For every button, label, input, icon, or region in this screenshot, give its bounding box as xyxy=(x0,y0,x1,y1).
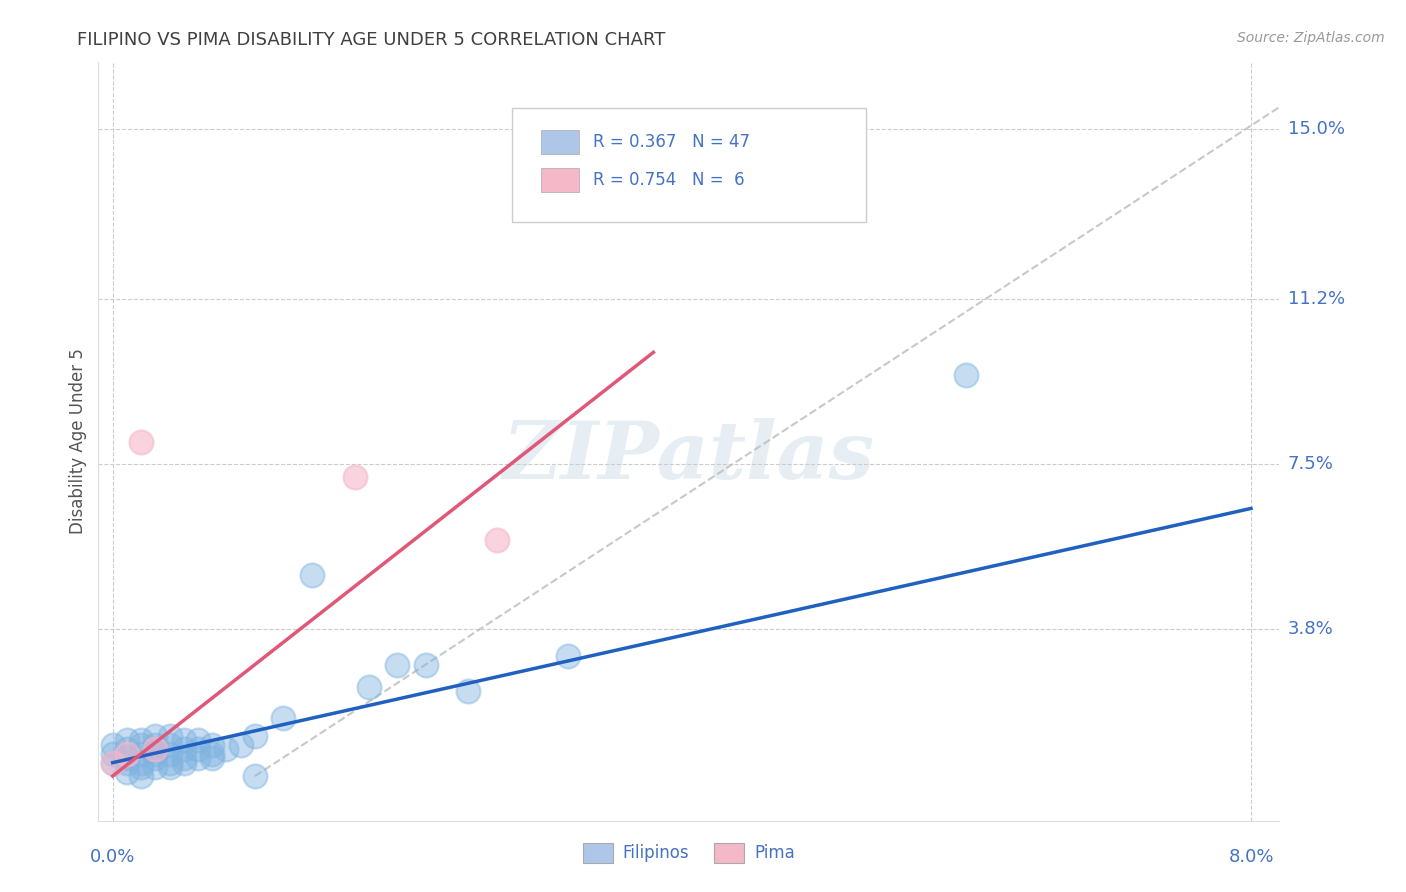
Point xyxy=(243,769,266,783)
Point xyxy=(143,742,166,756)
Point xyxy=(101,747,124,761)
Text: 7.5%: 7.5% xyxy=(1288,455,1334,473)
Point xyxy=(129,434,152,449)
Text: R = 0.367   N = 47: R = 0.367 N = 47 xyxy=(593,133,751,151)
Point xyxy=(387,657,409,672)
Text: 15.0%: 15.0% xyxy=(1288,120,1344,138)
Point xyxy=(129,760,152,774)
Point xyxy=(143,751,166,765)
Point xyxy=(115,756,138,770)
Point xyxy=(143,729,166,743)
Point xyxy=(357,680,380,694)
Point xyxy=(129,769,152,783)
Point xyxy=(343,470,366,484)
Legend: Filipinos, Pima: Filipinos, Pima xyxy=(576,837,801,869)
Point xyxy=(173,751,195,765)
Point xyxy=(143,747,166,761)
Point xyxy=(101,756,124,770)
Point xyxy=(159,760,181,774)
Point xyxy=(557,648,579,663)
Point xyxy=(243,729,266,743)
Point xyxy=(115,747,138,761)
Point xyxy=(201,747,224,761)
Point xyxy=(229,738,252,752)
Point xyxy=(101,756,124,770)
Text: 11.2%: 11.2% xyxy=(1288,290,1346,308)
Point xyxy=(457,684,479,698)
Point xyxy=(955,368,977,382)
Point xyxy=(101,738,124,752)
Point xyxy=(159,738,181,752)
Point xyxy=(273,711,295,725)
Point xyxy=(115,751,138,765)
Text: 3.8%: 3.8% xyxy=(1288,620,1333,638)
Point xyxy=(159,747,181,761)
Point xyxy=(173,742,195,756)
FancyBboxPatch shape xyxy=(541,130,579,154)
Point xyxy=(159,756,181,770)
Text: FILIPINO VS PIMA DISABILITY AGE UNDER 5 CORRELATION CHART: FILIPINO VS PIMA DISABILITY AGE UNDER 5 … xyxy=(77,31,665,49)
Point xyxy=(129,756,152,770)
Point xyxy=(143,738,166,752)
Point xyxy=(173,733,195,747)
Point xyxy=(115,733,138,747)
Point xyxy=(187,751,209,765)
Point xyxy=(115,764,138,779)
Point xyxy=(173,756,195,770)
Text: R = 0.754   N =  6: R = 0.754 N = 6 xyxy=(593,171,745,189)
Text: Source: ZipAtlas.com: Source: ZipAtlas.com xyxy=(1237,31,1385,45)
Point xyxy=(415,657,437,672)
Point xyxy=(129,747,152,761)
FancyBboxPatch shape xyxy=(541,168,579,192)
Point xyxy=(301,568,323,582)
Point xyxy=(187,733,209,747)
Point xyxy=(129,738,152,752)
Point xyxy=(485,533,508,547)
Point xyxy=(215,742,238,756)
Point xyxy=(159,729,181,743)
FancyBboxPatch shape xyxy=(512,108,866,221)
Point xyxy=(143,760,166,774)
Point xyxy=(143,742,166,756)
Text: ZIPatlas: ZIPatlas xyxy=(503,418,875,495)
Point xyxy=(129,733,152,747)
Y-axis label: Disability Age Under 5: Disability Age Under 5 xyxy=(69,349,87,534)
Text: 0.0%: 0.0% xyxy=(90,848,135,866)
Point xyxy=(187,742,209,756)
Point xyxy=(115,742,138,756)
Point xyxy=(201,751,224,765)
Point xyxy=(201,738,224,752)
Text: 8.0%: 8.0% xyxy=(1229,848,1274,866)
